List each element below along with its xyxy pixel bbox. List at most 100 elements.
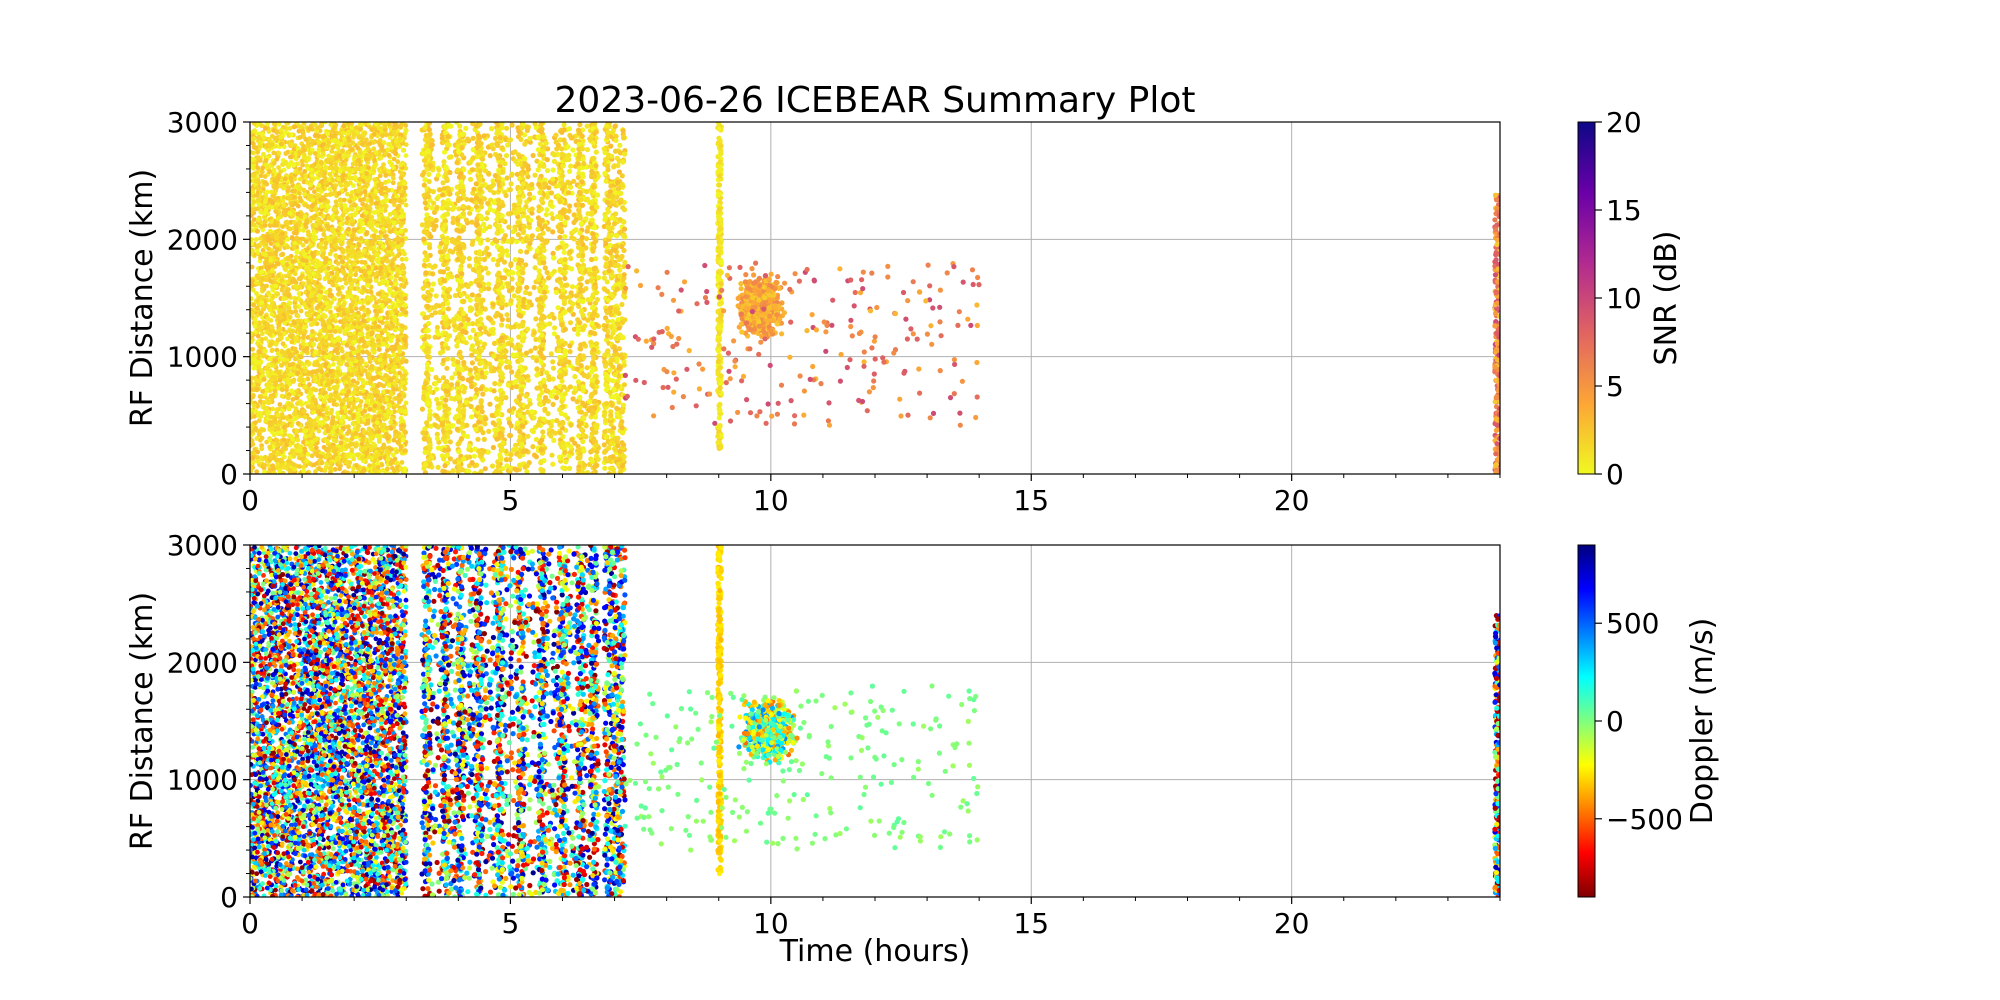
snr-data-point xyxy=(318,160,324,165)
snr-data-point xyxy=(402,386,408,392)
snr-data-point xyxy=(254,305,260,311)
snr-data-point xyxy=(253,353,259,359)
snr-data-point xyxy=(351,413,356,418)
snr-data-point xyxy=(386,266,392,271)
snr-data-point xyxy=(267,137,272,142)
snr-data-point xyxy=(301,152,307,158)
snr-data-point xyxy=(370,330,375,335)
snr-data-point xyxy=(324,423,330,429)
snr-data-point xyxy=(388,275,394,280)
snr-data-point xyxy=(295,448,301,454)
snr-data-point xyxy=(403,202,409,208)
snr-data-point xyxy=(398,415,404,421)
snr-data-point xyxy=(332,328,338,334)
snr-data-point xyxy=(285,256,291,262)
snr-data-point xyxy=(305,451,311,457)
snr-data-point xyxy=(286,406,292,412)
snr-data-point xyxy=(380,256,386,262)
snr-data-point xyxy=(376,340,382,346)
snr-data-point xyxy=(362,189,368,195)
snr-data-point xyxy=(252,323,258,329)
snr-data-point xyxy=(341,270,347,276)
snr-data-point xyxy=(359,365,365,371)
snr-data-point xyxy=(398,276,403,282)
snr-data-point xyxy=(346,135,351,141)
snr-data-point xyxy=(292,467,297,472)
snr-data-point xyxy=(334,271,340,276)
snr-data-point xyxy=(386,245,391,251)
snr-data-point xyxy=(297,464,302,469)
snr-data-point xyxy=(381,389,386,395)
snr-data-point xyxy=(373,189,379,194)
snr-data-point xyxy=(335,335,341,341)
snr-data-point xyxy=(306,232,311,238)
snr-data-point xyxy=(348,193,354,199)
snr-data-point xyxy=(360,377,365,383)
snr-data-point xyxy=(276,122,282,127)
snr-data-point xyxy=(403,430,408,435)
snr-data-point xyxy=(304,458,310,464)
snr-data-point xyxy=(335,145,341,151)
snr-data-point xyxy=(365,309,371,315)
snr-data-point xyxy=(289,339,295,345)
snr-data-point xyxy=(384,347,390,353)
snr-data-point xyxy=(295,364,301,369)
snr-data-point xyxy=(255,155,261,161)
snr-data-point xyxy=(331,401,337,407)
snr-data-point xyxy=(327,293,333,298)
snr-data-point xyxy=(400,437,406,443)
snr-data-point xyxy=(340,212,346,218)
snr-data-point xyxy=(294,228,299,234)
snr-data-point xyxy=(338,429,344,434)
snr-data-points xyxy=(250,122,1500,474)
snr-data-point xyxy=(402,302,408,308)
snr-data-point xyxy=(285,368,291,374)
snr-data-point xyxy=(303,137,309,142)
snr-data-point xyxy=(299,402,305,407)
snr-data-point xyxy=(325,131,331,137)
snr-data-point xyxy=(264,322,270,328)
snr-data-point xyxy=(371,210,377,215)
snr-data-point xyxy=(353,443,359,448)
snr-data-point xyxy=(279,141,284,147)
snr-data-point xyxy=(333,438,339,444)
snr-data-point xyxy=(250,157,256,163)
snr-data-point xyxy=(283,130,288,136)
snr-data-point xyxy=(297,190,302,196)
snr-data-point xyxy=(259,269,265,275)
snr-data-point xyxy=(349,217,355,223)
snr-data-point xyxy=(279,387,285,392)
snr-data-point xyxy=(297,359,302,365)
snr-data-point xyxy=(403,228,408,233)
snr-data-point xyxy=(292,411,297,417)
snr-data-point xyxy=(250,460,256,465)
snr-data-point xyxy=(364,231,370,237)
snr-data-point xyxy=(302,329,308,335)
snr-data-point xyxy=(250,189,256,195)
snr-data-point xyxy=(307,274,313,280)
snr-data-point xyxy=(257,410,263,416)
snr-data-point xyxy=(300,257,306,263)
snr-data-point xyxy=(303,305,309,311)
snr-data-point xyxy=(297,264,303,269)
snr-data-point xyxy=(328,368,333,374)
snr-data-point xyxy=(355,206,361,211)
snr-data-point xyxy=(387,402,392,408)
snr-data-point xyxy=(386,304,392,310)
snr-data-point xyxy=(390,175,396,181)
snr-data-point xyxy=(348,345,354,351)
snr-data-point xyxy=(264,189,270,195)
snr-data-point xyxy=(272,419,278,425)
snr-data-point xyxy=(376,324,382,330)
snr-data-point xyxy=(326,447,332,452)
snr-data-point xyxy=(260,389,265,394)
snr-data-point xyxy=(277,310,283,316)
snr-data-point xyxy=(318,268,324,274)
snr-data-point xyxy=(292,304,298,310)
snr-data-point xyxy=(395,235,401,241)
snr-data-point xyxy=(337,254,343,260)
snr-data-point xyxy=(283,159,289,165)
snr-data-point xyxy=(309,203,315,209)
snr-data-point xyxy=(400,376,405,382)
snr-data-point xyxy=(300,248,306,254)
